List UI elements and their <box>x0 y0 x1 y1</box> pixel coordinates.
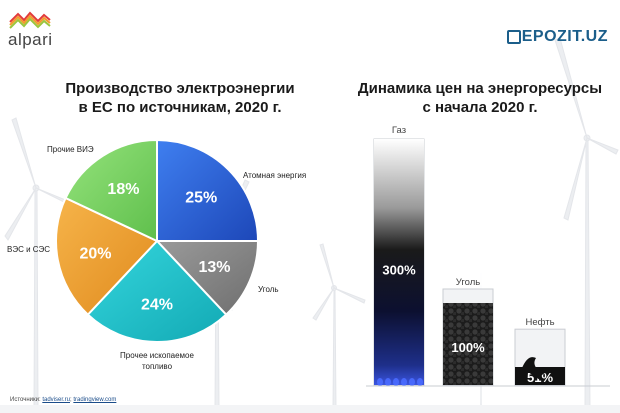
bar-coal <box>443 303 493 385</box>
oil-splash-icon <box>522 357 548 380</box>
pie-slice-hydro-solar <box>55 196 159 317</box>
pie-chart-title: Производство электроэнергии в ЕС по исто… <box>60 79 300 117</box>
bar-title-line2: с начала 2020 г. <box>422 99 538 116</box>
pie-slice-fossil <box>86 239 228 343</box>
pie-slice-renewables <box>64 138 158 243</box>
pie-category-label-atomic: Атомная энергия <box>243 171 306 180</box>
pie-category-label-renewables: Прочие ВИЭ <box>47 145 94 154</box>
pie-category-label-coal: Уголь <box>258 285 279 294</box>
bar-category-label-coal: Уголь <box>456 277 480 288</box>
bar-chart-title: Динамика цен на энергоресурсы с начала 2… <box>350 79 610 117</box>
pie-slice-atomic <box>156 138 260 242</box>
pie-title-line2: в ЕС по источникам, 2020 г. <box>78 99 282 116</box>
bar-value-label-coal: 100% <box>451 340 485 355</box>
bar-gas <box>374 139 424 385</box>
logo-text: alpari <box>8 30 53 49</box>
pie-category-label-fossil: Прочее ископаемое топливо <box>120 351 194 371</box>
pie-value-label-atomic: 25% <box>185 190 217 207</box>
bar-category-label-gas: Газ <box>392 125 406 136</box>
source-note: Источники: tadviser.ru; tradingview.com <box>10 397 116 403</box>
alpari-mountains-icon <box>9 11 51 29</box>
depozit-d-icon <box>506 30 521 44</box>
pie-value-label-fossil: 24% <box>141 297 173 314</box>
alpari-logo[interactable]: alpari <box>8 10 68 50</box>
depozit-logo[interactable]: EPOZIT.UZ <box>506 28 608 46</box>
partner-text: EPOZIT.UZ <box>521 28 608 45</box>
pie-value-label-hydro-solar: 20% <box>79 246 111 263</box>
pie-value-label-renewables: 18% <box>107 181 139 198</box>
pie-title-line1: Производство электроэнергии <box>65 80 295 97</box>
bar-category-label-oil: Нефть <box>525 317 554 328</box>
source-label: Источники: <box>10 397 41 403</box>
pie-value-label-coal: 13% <box>198 259 230 276</box>
gas-flame-icon <box>377 378 423 386</box>
source-link-tradingview[interactable]: tradingview.com <box>73 397 117 403</box>
source-separator: ; <box>70 397 72 403</box>
bar-value-label-gas: 300% <box>382 262 416 277</box>
bar-title-line1: Динамика цен на энергоресурсы <box>357 80 603 97</box>
source-link-tadviser[interactable]: tadviser.ru <box>42 397 70 403</box>
pie-category-label-hydro-solar: ВЭС и СЭС <box>7 245 50 254</box>
pie-slice-coal <box>154 240 260 317</box>
